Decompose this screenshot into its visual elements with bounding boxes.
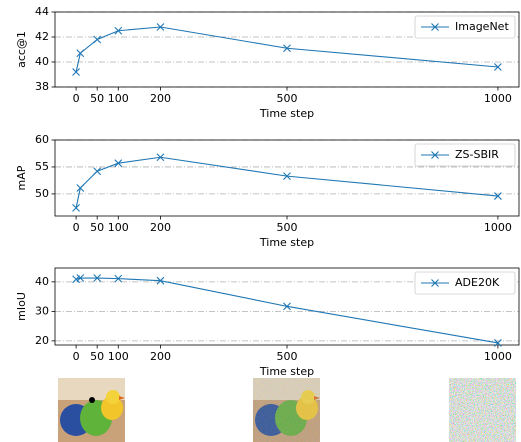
image-slightly-noisy bbox=[253, 378, 320, 442]
legend-box bbox=[414, 143, 516, 167]
x-tick-label: 500 bbox=[277, 92, 298, 105]
image-noise bbox=[449, 378, 516, 442]
marker bbox=[93, 274, 102, 282]
x-tick-label: 200 bbox=[150, 92, 171, 105]
marker bbox=[114, 274, 123, 283]
y-axis-label: mIoU bbox=[15, 292, 28, 321]
y-tick-label: 60 bbox=[35, 133, 49, 146]
marker bbox=[156, 276, 165, 285]
legend-marker bbox=[431, 23, 439, 31]
x-tick-label: 100 bbox=[108, 350, 129, 363]
x-axis-label: Time step bbox=[259, 236, 314, 249]
x-axis-label: Time step bbox=[259, 107, 314, 120]
legend-label: ADE20K bbox=[455, 276, 500, 289]
marker bbox=[76, 274, 85, 282]
y-tick-label: 30 bbox=[35, 304, 49, 317]
y-tick-label: 20 bbox=[35, 334, 49, 347]
image-clean bbox=[58, 378, 125, 442]
marker bbox=[76, 184, 85, 192]
x-tick-label: 100 bbox=[108, 221, 129, 234]
x-tick-label: 100 bbox=[108, 92, 129, 105]
axes-frame bbox=[54, 267, 520, 346]
axes-frame bbox=[54, 139, 520, 217]
y-tick-label: 38 bbox=[35, 80, 49, 93]
x-tick-label: 50 bbox=[90, 350, 104, 363]
marker bbox=[283, 172, 291, 181]
x-tick-label: 0 bbox=[73, 92, 80, 105]
legend-label: ZS-SBIR bbox=[455, 148, 499, 161]
axes-frame bbox=[54, 11, 520, 88]
marker bbox=[72, 68, 80, 76]
subplot: 20 30 40 0 50 100 200 500 1000 Time step mIoU ADE20… bbox=[15, 267, 520, 378]
y-axis-label: mAP bbox=[15, 165, 28, 190]
y-tick-label: 40 bbox=[35, 55, 49, 68]
x-tick-label: 200 bbox=[150, 221, 171, 234]
marker bbox=[76, 49, 85, 58]
x-tick-label: 50 bbox=[90, 221, 104, 234]
marker bbox=[156, 23, 165, 31]
marker bbox=[114, 159, 123, 168]
legend-marker bbox=[431, 279, 439, 287]
subplot: 38 40 42 44 0 50 100 200 500 1000 Time step acc@1 Im… bbox=[15, 5, 520, 120]
marker bbox=[72, 204, 80, 212]
marker bbox=[156, 153, 165, 162]
marker bbox=[494, 339, 502, 347]
y-tick-label: 50 bbox=[35, 187, 49, 200]
x-tick-label: 50 bbox=[90, 92, 104, 105]
marker bbox=[114, 26, 123, 35]
x-tick-label: 1000 bbox=[484, 350, 512, 363]
legend-marker bbox=[431, 151, 439, 159]
x-tick-label: 0 bbox=[73, 221, 80, 234]
marker bbox=[283, 302, 291, 311]
marker bbox=[494, 192, 502, 200]
y-tick-label: 40 bbox=[35, 275, 49, 288]
y-tick-label: 42 bbox=[35, 30, 49, 43]
x-axis-label: Time step bbox=[259, 365, 314, 378]
y-axis-label: acc@1 bbox=[15, 31, 28, 68]
legend-box bbox=[414, 271, 516, 295]
y-tick-label: 44 bbox=[35, 5, 49, 18]
x-tick-label: 1000 bbox=[484, 92, 512, 105]
subplot: 50 55 60 0 50 100 200 500 1000 Time step mAP ZS-SBI… bbox=[15, 133, 520, 249]
x-tick-label: 200 bbox=[150, 350, 171, 363]
x-tick-label: 500 bbox=[277, 221, 298, 234]
x-tick-label: 500 bbox=[277, 350, 298, 363]
legend-box bbox=[414, 15, 516, 39]
marker bbox=[93, 167, 102, 176]
x-tick-label: 0 bbox=[73, 350, 80, 363]
y-tick-label: 55 bbox=[35, 160, 49, 173]
marker bbox=[283, 44, 291, 53]
x-tick-label: 1000 bbox=[484, 221, 512, 234]
legend-label: ImageNet bbox=[455, 20, 509, 33]
marker bbox=[93, 35, 102, 44]
marker bbox=[494, 63, 502, 71]
